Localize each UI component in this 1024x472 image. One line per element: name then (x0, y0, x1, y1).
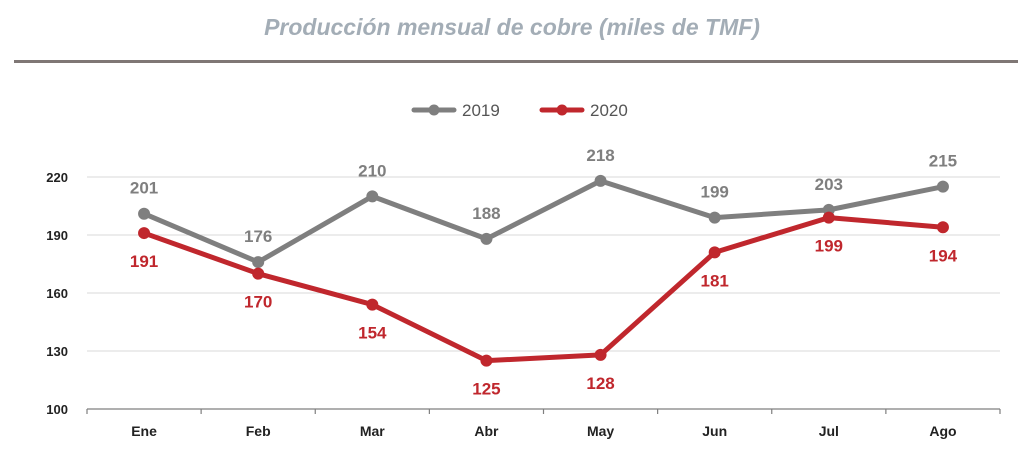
series-line-2019 (141, 178, 946, 265)
data-label-2020: 194 (929, 246, 958, 265)
data-point-2019 (366, 190, 379, 203)
x-tick-label: Jul (819, 423, 839, 439)
data-point-2020 (480, 354, 493, 367)
data-label-2020: 191 (130, 252, 158, 271)
data-label-2019: 215 (929, 152, 957, 171)
data-label-2019: 203 (815, 175, 843, 194)
data-point-2019 (480, 232, 493, 245)
legend-label: 2019 (462, 101, 500, 120)
data-label-2020: 170 (244, 293, 272, 312)
data-point-2020 (822, 211, 835, 224)
title-divider (14, 60, 1018, 63)
series-line-2020 (141, 215, 946, 364)
y-tick-label: 190 (46, 228, 68, 243)
data-label-2019: 199 (701, 183, 729, 202)
y-tick-label: 220 (46, 170, 68, 185)
data-point-2020 (594, 348, 607, 361)
data-point-2019 (252, 256, 265, 269)
data-label-2020: 181 (701, 271, 729, 290)
data-label-2019: 201 (130, 179, 158, 198)
y-tick-label: 160 (46, 286, 68, 301)
legend-label: 2020 (590, 101, 628, 120)
x-tick-label: Feb (246, 423, 271, 439)
data-label-2020: 128 (586, 374, 614, 393)
data-point-2019 (936, 180, 949, 193)
data-point-2020 (366, 298, 379, 311)
y-tick-label: 100 (46, 402, 68, 417)
data-labels: 201 176 210 188 218 199 203 215 191 170 154 125 128 1… (130, 146, 958, 399)
x-tick-label: Ene (131, 423, 157, 439)
legend: 2019 2020 (411, 101, 628, 120)
chart-title: Producción mensual de cobre (miles de TM… (264, 14, 760, 40)
x-tick-label: Abr (474, 423, 499, 439)
data-point-2019 (138, 207, 151, 220)
x-tick-label: Jun (702, 423, 727, 439)
data-label-2019: 210 (358, 161, 386, 180)
data-point-2019 (594, 174, 607, 187)
data-point-2020 (252, 267, 265, 280)
data-label-2020: 199 (815, 237, 843, 256)
x-tick-label: May (587, 423, 614, 439)
data-label-2019: 176 (244, 227, 272, 246)
data-point-2019 (708, 211, 721, 224)
data-label-2019: 188 (472, 204, 500, 223)
legend-swatch-marker (428, 104, 440, 116)
data-label-2020: 154 (358, 324, 387, 343)
axes: 100 130 160 190 220 Ene Feb Mar Abr May Jun Jul Ago (46, 170, 1001, 439)
x-tick-label: Ago (929, 423, 956, 439)
gridlines (87, 176, 1000, 352)
data-label-2020: 125 (472, 380, 500, 399)
data-label-2019: 218 (586, 146, 614, 165)
series (138, 174, 949, 367)
legend-swatch-marker (556, 104, 568, 116)
data-point-2020 (936, 221, 949, 234)
data-point-2020 (138, 227, 151, 240)
x-tick-label: Mar (360, 423, 385, 439)
data-point-2020 (708, 246, 721, 259)
y-tick-label: 130 (46, 344, 68, 359)
